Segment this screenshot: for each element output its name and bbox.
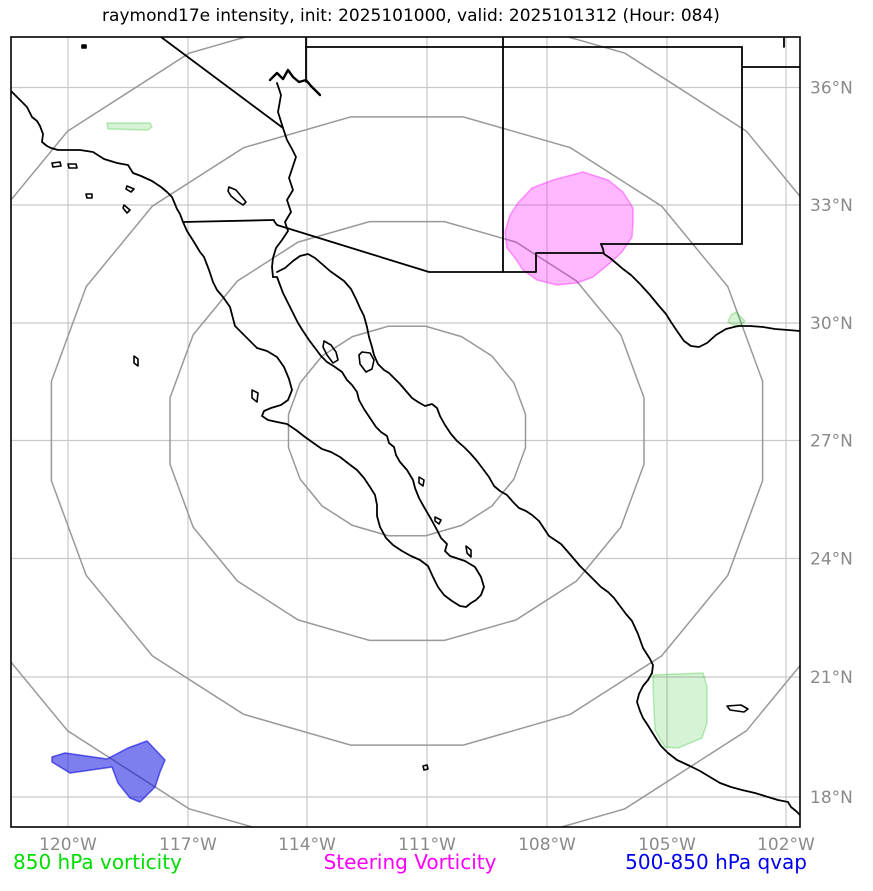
monserrat-island — [434, 516, 442, 525]
california-coast — [11, 90, 184, 223]
qvap-region — [51, 740, 166, 803]
channel-island-santa-cruz — [67, 163, 78, 169]
socorro-island — [422, 764, 429, 771]
lon-tick-label: 114°W — [278, 835, 336, 855]
lon-tick-label: 105°W — [638, 835, 696, 855]
range-ring — [287, 325, 527, 537]
lat-axis-labels: 36°N 33°N 30°N 27°N 24°N 21°N 18°N — [810, 79, 853, 809]
cedros-island — [251, 389, 259, 403]
data-overlays — [51, 122, 746, 803]
baja-california-peninsula — [182, 221, 485, 608]
catalina-island — [125, 185, 135, 193]
lat-tick-label: 24°N — [810, 550, 853, 570]
legend-850hpa-vorticity: 850 hPa vorticity — [13, 850, 182, 874]
legend-steering-vorticity: Steering Vorticity — [324, 850, 497, 874]
mainland-mexico-coast — [276, 253, 800, 816]
newmexico-texas-east-border — [741, 37, 800, 245]
lat-tick-label: 27°N — [810, 432, 853, 452]
us-mexico-border-arizona — [273, 220, 604, 273]
lat-tick-label: 18°N — [810, 788, 853, 808]
steering-vorticity-region — [504, 171, 634, 286]
san-nicolas-island — [85, 193, 93, 199]
lat-tick-label: 36°N — [810, 79, 853, 99]
angel-de-la-guarda-island — [322, 340, 339, 364]
lon-tick-label: 120°W — [39, 835, 97, 855]
legend-qvap: 500-850 hPa qvap — [625, 850, 807, 874]
range-ring — [50, 116, 764, 746]
range-rings — [11, 37, 800, 827]
vorticity-region-east — [727, 311, 746, 328]
us-mexico-border-california — [182, 219, 275, 223]
lat-tick-label: 21°N — [810, 668, 853, 688]
range-ring — [11, 37, 800, 827]
islas-marias — [726, 704, 749, 713]
legend: 850 hPa vorticity Steering Vorticity 500… — [13, 850, 807, 874]
lon-axis-labels: 120°W 117°W 114°W 111°W 108°W 105°W 102°W — [39, 835, 815, 855]
lat-tick-label: 30°N — [810, 314, 853, 334]
tiburon-island — [358, 351, 375, 373]
carmen-island — [418, 476, 425, 487]
lake-mead — [268, 68, 322, 97]
small-lake-dot — [81, 44, 87, 49]
lon-tick-label: 111°W — [398, 835, 456, 855]
rio-grande — [600, 243, 800, 348]
san-clemente-island — [122, 204, 131, 214]
guadalupe-island — [133, 355, 139, 367]
channel-island-santa-rosa — [51, 161, 62, 168]
vorticity-region-south — [652, 672, 708, 749]
lon-tick-label: 108°W — [518, 835, 576, 855]
salton-sea — [227, 186, 247, 206]
lon-tick-label: 117°W — [159, 835, 217, 855]
california-nevada-border — [160, 37, 284, 129]
lat-tick-label: 33°N — [810, 196, 853, 216]
colorado-river — [271, 82, 297, 278]
vorticity-region-northwest — [106, 122, 153, 131]
range-ring — [169, 220, 645, 642]
map-frame — [10, 36, 801, 828]
gridlines — [11, 37, 800, 827]
geography-coastlines — [11, 37, 800, 816]
cerralvo-island — [465, 545, 472, 558]
lon-tick-label: 102°W — [757, 835, 815, 855]
page-title: raymond17e intensity, init: 2025101000, … — [102, 6, 720, 26]
